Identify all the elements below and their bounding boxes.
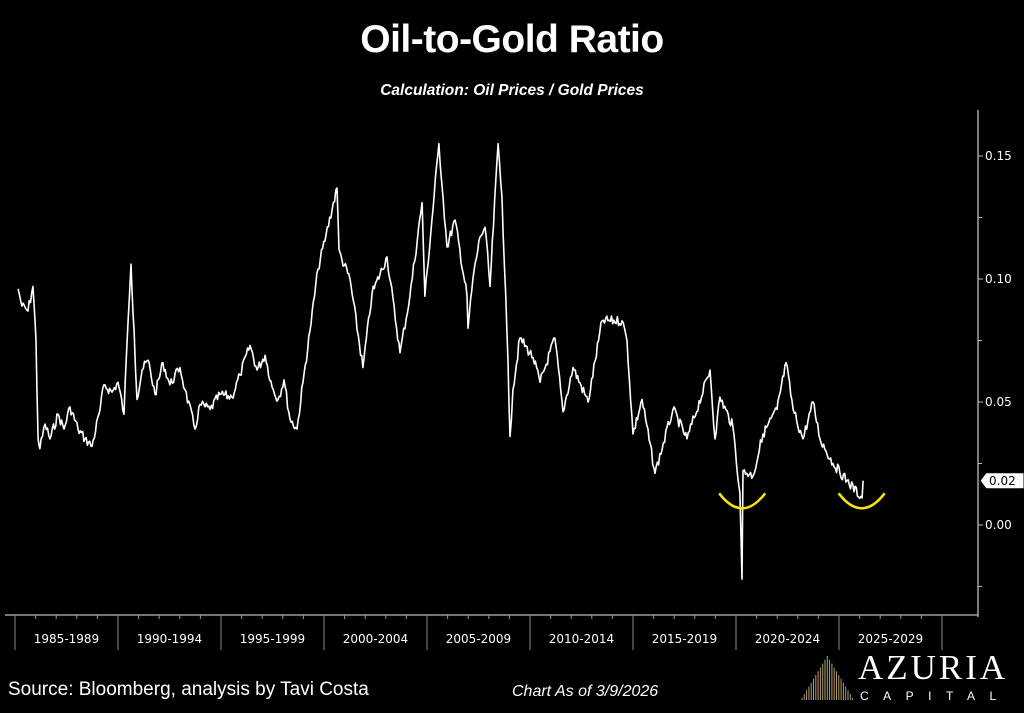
chart-date: Chart As of 3/9/2026 — [512, 683, 659, 700]
x-tick-label: 1995-1999 — [240, 632, 305, 646]
source-note: Source: Bloomberg, analysis by Tavi Cost… — [8, 679, 369, 700]
last-value-label: 0.02 — [989, 474, 1016, 488]
oil-gold-ratio-line — [17, 142, 864, 580]
logo-triangle-icon — [801, 656, 854, 700]
logo-name: AZURIA — [858, 648, 1009, 687]
y-tick-label: 0.00 — [985, 518, 1012, 532]
y-tick-label: 0.15 — [985, 149, 1012, 163]
logo-subname: CAPITAL — [860, 689, 1011, 703]
x-tick-label: 2025-2029 — [858, 632, 923, 646]
x-tick-label: 2020-2024 — [755, 632, 820, 646]
chart-title: Oil-to-Gold Ratio — [360, 18, 664, 61]
x-tick-label: 1985-1989 — [34, 632, 99, 646]
x-tick-label: 2010-2014 — [549, 632, 614, 646]
chart-subtitle: Calculation: Oil Prices / Gold Prices — [380, 82, 644, 99]
highlight-arc — [718, 492, 767, 510]
x-tick-label: 2005-2009 — [446, 632, 511, 646]
azuria-capital-logo: AZURIA CAPITAL — [798, 648, 1018, 710]
highlight-arc — [837, 492, 886, 510]
x-tick-label: 2000-2004 — [343, 632, 408, 646]
y-tick-label: 0.10 — [985, 272, 1012, 286]
y-tick-label: 0.05 — [985, 395, 1012, 409]
x-tick-label: 2015-2019 — [652, 632, 717, 646]
plot-area: 0.02 — [17, 142, 1024, 580]
x-tick-label: 1990-1994 — [137, 632, 202, 646]
last-value-badge — [979, 472, 1024, 490]
axes: 0.00 0.05 0.10 0.15 1985-1989 1990-1994 1995-1… — [5, 110, 1012, 650]
